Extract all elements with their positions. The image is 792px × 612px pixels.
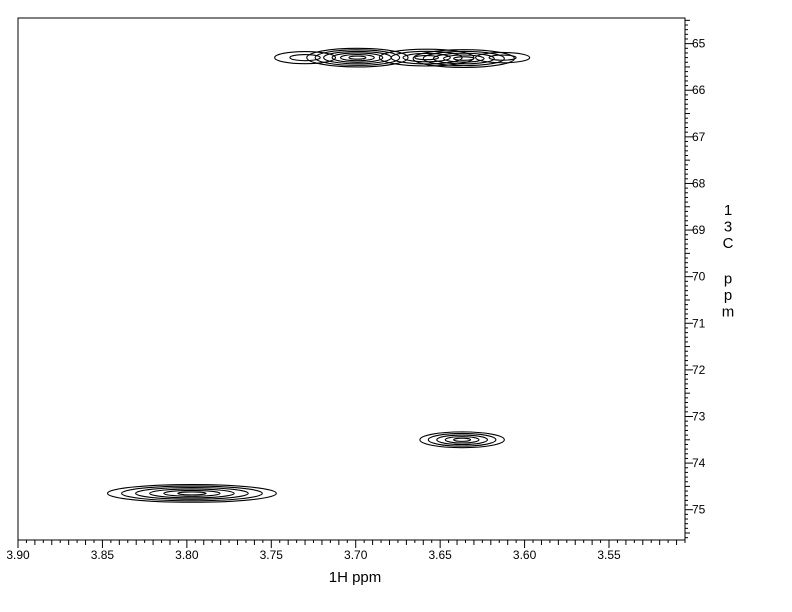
y-tick-label: 65 [692,37,706,51]
contour-level [453,437,472,442]
contour-peak [106,483,277,503]
contour-level [121,485,263,502]
y-tick-label: 73 [692,409,706,423]
y-tick-label: 66 [692,83,706,97]
contour-peak [306,47,409,68]
contour-level [488,54,517,61]
contour-level [419,431,505,449]
contour-level [422,50,505,67]
y-tick-label: 75 [692,503,706,517]
y-axis-title-char: 1 [724,202,732,219]
y-tick-label: 69 [692,223,706,237]
x-tick-label: 3.65 [428,548,452,562]
y-axis-title-char: p [724,271,732,288]
contour-level [436,434,488,446]
y-tick-label: 70 [692,270,706,284]
contour-level [274,51,337,65]
contour-level [177,491,207,496]
y-axis-title-char: C [723,235,734,252]
plot-frame [17,17,686,541]
y-tick-label: 72 [692,363,706,377]
contour-level [444,436,480,444]
contour-level [106,483,277,503]
x-axis-ticks: 3.90 3.85 3.80 3.75 3.70 3.65 3.60 3.55 [6,540,686,562]
x-tick-label: 3.80 [175,548,199,562]
contour-level [149,488,235,499]
x-tick-label: 3.90 [6,548,30,562]
y-tick-label: 74 [692,456,706,470]
x-tick-label: 3.70 [344,548,368,562]
contour-peak [412,49,516,68]
contour-level [331,52,384,63]
contour-peaks [106,47,531,503]
y-tick-label: 71 [692,316,706,330]
x-tick-label: 3.60 [513,548,537,562]
y-tick-label: 67 [692,130,706,144]
y-axis-title-char: 3 [724,219,732,236]
contour-peak [475,51,531,64]
x-tick-label: 3.55 [597,548,621,562]
y-tick-label: 68 [692,176,706,190]
contour-level [453,56,475,61]
contour-level [339,53,375,62]
x-tick-label: 3.75 [260,548,284,562]
contour-level [432,52,495,65]
y-axis-ticks: 65 66 67 68 69 70 71 72 73 74 75 [685,19,706,539]
y-axis-title-char: m [722,304,735,321]
contour-level [314,49,401,66]
contour-level [442,54,485,63]
contour-peak [419,431,505,449]
contour-level [289,54,321,62]
contour-level [135,486,249,500]
x-tick-label: 3.85 [91,548,115,562]
x-axis-title: 1H ppm [329,569,382,586]
contour-peak [274,51,337,65]
contour-level [163,489,221,497]
contour-level [427,432,497,447]
contour-level [348,55,367,60]
y-axis-title-char: p [724,287,732,304]
contour-level [306,47,409,68]
contour-level [475,51,531,64]
contour-level [390,50,463,65]
